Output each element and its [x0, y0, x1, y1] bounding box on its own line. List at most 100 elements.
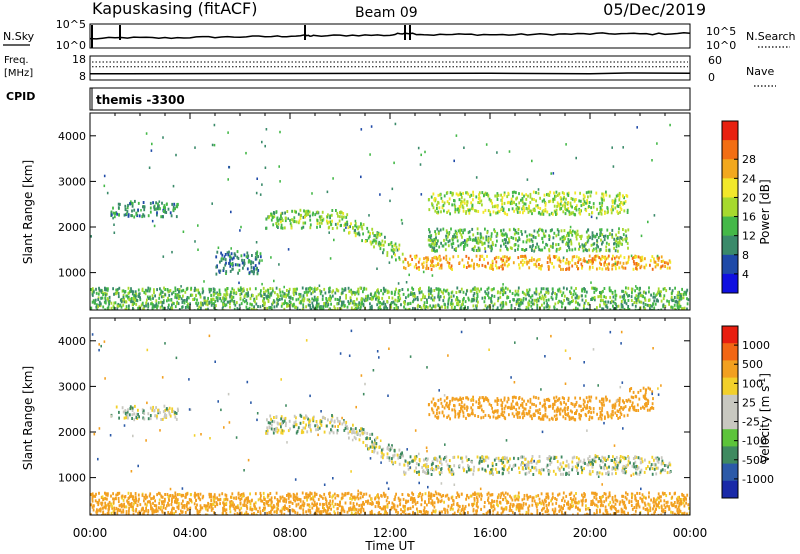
power-cell-1064 [428, 198, 430, 201]
power-cell-330 [376, 232, 379, 236]
power-cell-1726 [113, 292, 115, 296]
power-cell-790 [643, 265, 646, 269]
power-cell-2963 [273, 300, 276, 304]
power-cell-2448 [160, 290, 163, 294]
power-cell-2788 [409, 293, 412, 296]
power-cell-1574 [587, 228, 590, 232]
velocity-cell-247 [391, 460, 393, 464]
power-cell-564 [571, 264, 574, 268]
velocity-cell-636 [664, 469, 666, 472]
velocity-cell-538 [601, 455, 604, 459]
power-cell-1226 [575, 198, 577, 201]
power-cell-2824 [291, 304, 294, 308]
power-cell-3050 [248, 306, 251, 310]
power-cell-1616 [472, 248, 475, 252]
power-cell-1337 [494, 243, 497, 247]
power-cell-731 [600, 262, 602, 266]
power-cell-1924 [253, 307, 255, 310]
power-cell-729 [495, 255, 498, 259]
power-cell-1833 [552, 290, 554, 294]
velocity-cell-540 [653, 458, 655, 462]
power-cell-1803 [274, 291, 276, 295]
power-cell-287 [272, 223, 275, 227]
velocity-cell-755 [425, 467, 428, 471]
power-cell-1444 [491, 247, 493, 251]
power-cell-1082 [449, 212, 451, 216]
power-cell-532 [662, 259, 665, 263]
power-cell-3553 [240, 225, 242, 229]
power-cell-2896 [400, 303, 402, 307]
power-cell-242 [382, 248, 385, 252]
velocity-cell-1251 [501, 410, 504, 414]
power-cell-2221 [326, 300, 329, 304]
power-cell-2819 [171, 306, 174, 310]
velocity-cell-277 [354, 437, 357, 441]
power-cell-2150 [145, 301, 147, 305]
power-cell-417 [316, 219, 319, 223]
power-cell-403 [339, 224, 342, 228]
power-cell-3470 [197, 224, 199, 227]
power-cell-3531 [623, 202, 626, 205]
velocity-cell-1043 [434, 414, 437, 418]
power-cell-2495 [331, 290, 334, 294]
power-cell-3530 [106, 191, 109, 195]
power-cell-264 [398, 243, 401, 247]
power-cell-901 [535, 199, 537, 203]
power-cell-3400 [278, 288, 281, 292]
power-cell-787 [600, 257, 603, 261]
power-cell-2932 [443, 295, 445, 299]
velocity-cell-1116 [540, 417, 543, 421]
power-cell-137 [229, 258, 231, 262]
power-cell-3554 [151, 219, 154, 223]
power-cell-425 [367, 236, 370, 240]
velocity-cell-800 [622, 464, 625, 468]
power-cell-990 [574, 207, 576, 210]
velocity-cell-1066 [494, 399, 497, 403]
power-cell-3141 [313, 288, 316, 291]
velocity-cell-693 [669, 463, 672, 467]
power-cell-798 [654, 265, 657, 269]
power-cell-3412 [510, 306, 513, 310]
power-cell-1227 [541, 199, 544, 203]
power-cell-927 [603, 198, 605, 202]
power-cell-2875 [574, 292, 577, 296]
power-cell-2506 [624, 290, 627, 294]
velocity-cell-1280 [640, 406, 642, 410]
power-cell-1204 [488, 197, 491, 201]
velocity-cell-1299 [647, 386, 650, 390]
velocity-cell-682 [632, 462, 635, 466]
power-cell-3071 [637, 294, 640, 298]
power-cell-3112 [233, 299, 236, 303]
velocity-cell-496 [616, 466, 619, 470]
velocity-cell-1259 [491, 410, 494, 414]
power-cell-25 [165, 211, 168, 214]
power-cell-1263 [587, 190, 590, 194]
velocity-cell-955 [510, 404, 513, 408]
power-cell-2099 [608, 289, 611, 293]
power-cell-1925 [130, 287, 132, 291]
velocity-cell-9 [168, 412, 171, 416]
power-cell-2032 [305, 290, 308, 294]
velocity-cell-619 [637, 456, 640, 460]
velocity-cell-1025 [626, 413, 629, 417]
power-cell-1251 [554, 210, 557, 214]
power-cell-2688 [130, 300, 132, 304]
power-cell-2068 [586, 307, 588, 310]
velocity-cell-828 [506, 400, 509, 404]
power-cell-3370 [266, 294, 269, 298]
power-cell-1195 [588, 213, 591, 216]
velocity-cell-783 [489, 470, 492, 474]
power-cell-2639 [287, 291, 290, 295]
velocity-cell-833 [480, 416, 483, 420]
power-cell-2635 [466, 289, 468, 293]
velocity-cell-618 [640, 457, 643, 461]
velocity-cell-1200 [623, 406, 625, 410]
power-cell-3493 [526, 178, 529, 181]
power-cell-1150 [451, 192, 454, 196]
power-cell-991 [472, 207, 474, 211]
power-cell-1014 [571, 205, 573, 209]
power-cell-2744 [281, 290, 284, 294]
power-cell-2191 [164, 288, 166, 291]
power-cell-84 [149, 206, 152, 210]
velocity-cell-376 [583, 467, 585, 471]
